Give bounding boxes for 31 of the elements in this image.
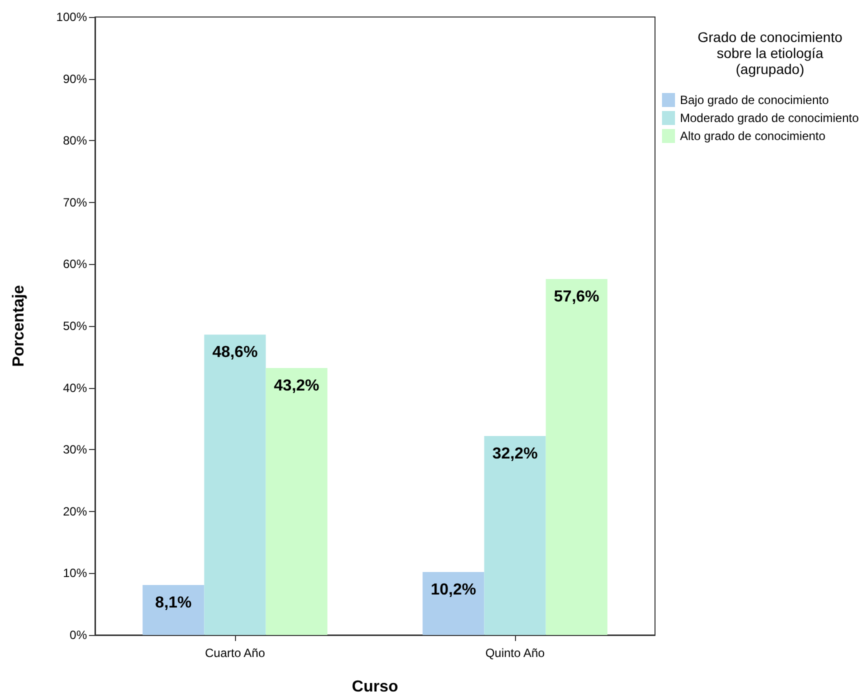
x-tick-label: Quinto Año <box>485 646 546 660</box>
y-tick-label: 40% <box>62 380 88 395</box>
bar <box>204 334 266 635</box>
y-tick-label: 10% <box>62 566 88 580</box>
bar <box>546 279 608 635</box>
bar <box>422 572 484 635</box>
y-tick-label: 70% <box>62 195 88 210</box>
legend-title: Grado de conocimiento sobre la etiología (agrupado) <box>698 29 843 77</box>
y-tick-label: 90% <box>62 72 88 86</box>
data-label: 8,1% <box>155 594 192 612</box>
data-label: 48,6% <box>212 344 258 362</box>
bar <box>266 368 328 635</box>
legend-label: Moderado grado de conocimiento <box>680 111 860 125</box>
bar <box>484 436 546 635</box>
legend-label: Bajo grado de conocimiento <box>680 93 830 107</box>
legend-label: Alto grado de conocimiento <box>680 129 826 143</box>
data-label: 10,2% <box>430 581 476 598</box>
x-tick-label: Cuarto Año <box>204 646 266 660</box>
y-tick-label: 60% <box>62 257 88 272</box>
x-axis-title: Curso <box>352 678 398 696</box>
data-label: 43,2% <box>274 378 320 395</box>
y-axis-title: Porcentaje <box>10 284 28 367</box>
y-tick-label: 100% <box>56 10 88 24</box>
y-tick-label: 30% <box>62 442 88 457</box>
data-label: 32,2% <box>492 446 538 463</box>
y-tick-label: 80% <box>62 134 88 148</box>
bar <box>142 584 204 635</box>
data-label: 57,6% <box>554 288 600 306</box>
y-tick-label: 20% <box>62 504 88 518</box>
y-tick-label: 50% <box>62 319 88 333</box>
y-tick-label: 0% <box>70 628 88 642</box>
